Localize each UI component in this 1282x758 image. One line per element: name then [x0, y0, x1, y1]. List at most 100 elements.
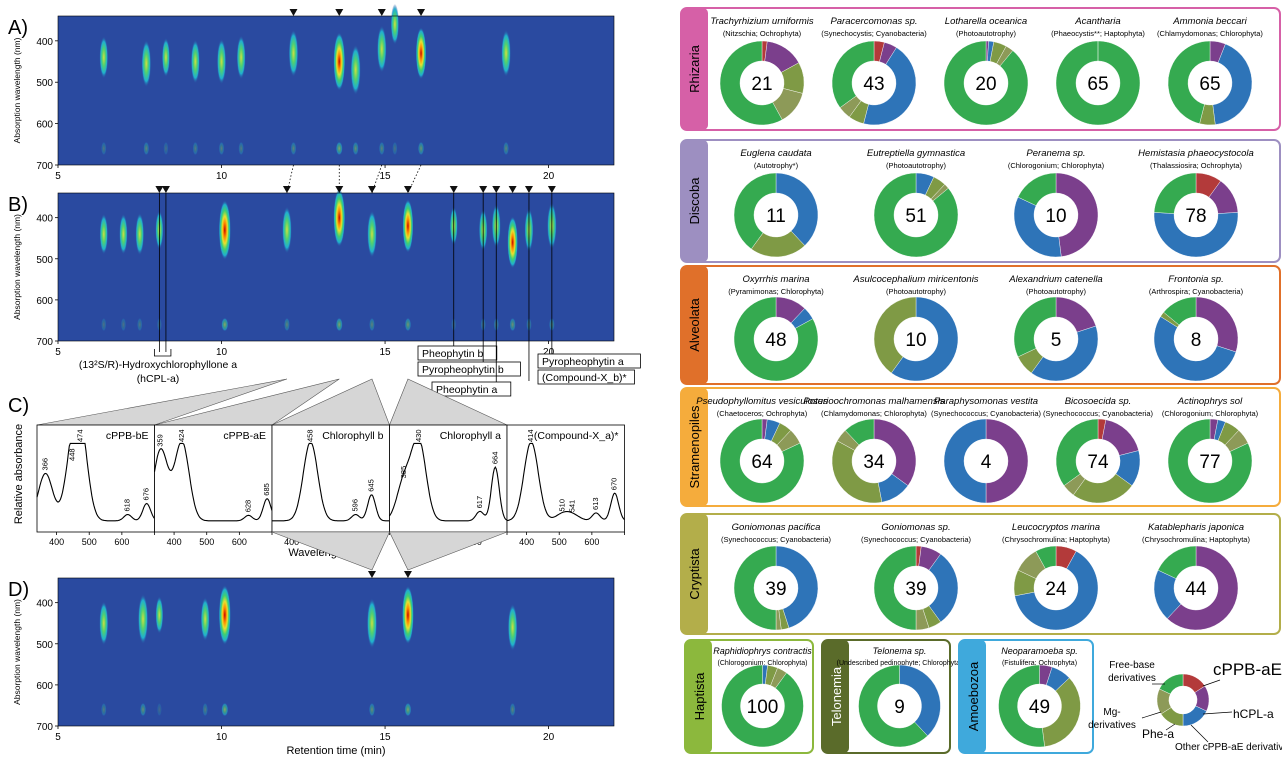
organism-name: Oxyrrhis marina [742, 274, 809, 285]
spectrum-curve [153, 442, 273, 522]
organism-name: Asulcocephalium miricentonis [852, 274, 978, 285]
x-tick-label: 500 [199, 537, 214, 547]
y-tick-label: 600 [36, 681, 53, 692]
heatmap-band [402, 585, 414, 645]
donut-count: 49 [1029, 697, 1050, 718]
heatmap-band [501, 29, 511, 77]
heatmap-band [218, 141, 225, 156]
prey-info: (Nitzschia; Ochrophyta) [723, 29, 802, 38]
label-box [417, 345, 498, 361]
peak-wavelength-label: 385 [399, 466, 408, 479]
donut-slice [844, 418, 875, 446]
donut-slice [831, 440, 883, 504]
heatmap-band [200, 597, 210, 642]
x-tick-label: 20 [543, 171, 555, 182]
peak-marker [403, 571, 412, 578]
peak-marker [449, 186, 458, 193]
peak-wavelength-label: 430 [414, 429, 423, 442]
peak-wavelength-label: 613 [591, 497, 600, 510]
spectrum-frame [389, 424, 508, 533]
x-tick-label: 5 [55, 171, 61, 182]
group-name: Stramenopiles [687, 405, 702, 489]
callout-funnel [271, 531, 390, 571]
organism-name: Goniomonas sp. [881, 522, 950, 533]
prey-info: (Synechococcus; Cyanobacteria) [721, 535, 832, 544]
donut-slice [1163, 296, 1197, 326]
peak-marker [479, 186, 488, 193]
organism-name: Goniomonas pacifica [732, 522, 821, 533]
peak-label: Pyropheophytin b [422, 364, 504, 376]
heatmap-band [509, 702, 516, 717]
spectrum-curve [272, 442, 390, 522]
heatmap-band [119, 213, 128, 255]
peak-wavelength-label: 414 [526, 429, 535, 442]
heatmap-band [417, 141, 425, 156]
prey-info: (Photoautotrophy) [886, 287, 947, 296]
connector-line [407, 164, 422, 194]
prey-info: (Undescribed pedinophyte; Chlorophyta) [837, 660, 963, 667]
heatmap-band [288, 29, 299, 77]
group-label-bar [681, 388, 708, 506]
donut-count: 39 [765, 579, 786, 600]
x-tick-label: 400 [167, 537, 182, 547]
peak-wavelength-label: 474 [76, 429, 85, 442]
heatmap-band [143, 141, 150, 156]
peak-label: (hCPL-a) [137, 373, 180, 385]
y-tick-label: 500 [36, 78, 53, 89]
label-box [417, 361, 521, 377]
x-tick-label: 15 [379, 347, 391, 358]
donut-count: 10 [1045, 206, 1066, 227]
heatmap-band [503, 141, 509, 156]
group-label-bar [681, 266, 708, 384]
peak-wavelength-label: 366 [40, 458, 49, 471]
peak-marker [524, 186, 533, 193]
heatmap-band [216, 38, 227, 85]
group-name: Cryptista [687, 548, 702, 600]
prey-info: (Photoautotrophy) [886, 161, 947, 170]
prey-info: (Thalassiosira; Ochrophyta) [1150, 161, 1243, 170]
organism-name: Acantharia [1074, 16, 1120, 27]
prey-info: (Chlamydomonas; Chlorophyta) [821, 409, 927, 418]
group-name: Telonemia [829, 666, 844, 726]
donut-count: 51 [905, 206, 926, 227]
group-name: Haptista [692, 672, 707, 720]
donut-slice [1055, 418, 1099, 486]
donut-count: 5 [1051, 330, 1062, 351]
prey-info: (Photoautotrophy) [1026, 287, 1087, 296]
peak-wavelength-label: 628 [244, 500, 253, 513]
organism-name: Trachyrhizium urniformis [710, 16, 814, 27]
heatmap-band [369, 317, 375, 332]
prey-info: (Synechococcus; Cyanobacteria) [1043, 409, 1154, 418]
x-tick-label: 10 [216, 732, 228, 743]
donut-slice [831, 40, 875, 108]
peak-wavelength-label: 685 [262, 483, 271, 496]
donut-slice [943, 418, 987, 504]
organism-name: Raphidiophrys contractis [713, 646, 812, 656]
organism-name: Ammonia beccari [1172, 16, 1247, 27]
donut-slice [1159, 673, 1184, 695]
spectrum-curve [389, 442, 508, 522]
y-tick-label: 700 [36, 722, 53, 733]
heatmap-band [101, 317, 107, 332]
donut-slice [873, 418, 917, 486]
heatmap-band [218, 585, 231, 645]
donut-slice [943, 40, 1029, 126]
organism-name: Eutreptiella gymnastica [867, 148, 965, 159]
donut-count: 48 [765, 330, 786, 351]
x-tick-label: 20 [543, 347, 555, 358]
prey-info: (Chrysochromulina; Haptophyta) [1142, 535, 1250, 544]
y-axis-label: Relative absorbance [13, 424, 25, 524]
legend-label: hCPL-a [1233, 707, 1274, 721]
group-label-bar [822, 640, 849, 753]
heatmap-band [282, 206, 292, 254]
heatmap-band [101, 141, 107, 156]
peak-marker [508, 186, 517, 193]
prey-info: (Pyramimonas; Chlorophyta) [728, 287, 824, 296]
heatmap-band [333, 188, 346, 247]
donut-count: 74 [1087, 452, 1109, 473]
peak-wavelength-label: 448 [67, 448, 76, 461]
heatmap-band [415, 27, 427, 80]
peak-wavelength-label: 458 [306, 429, 315, 442]
legend-leader [1202, 679, 1221, 687]
